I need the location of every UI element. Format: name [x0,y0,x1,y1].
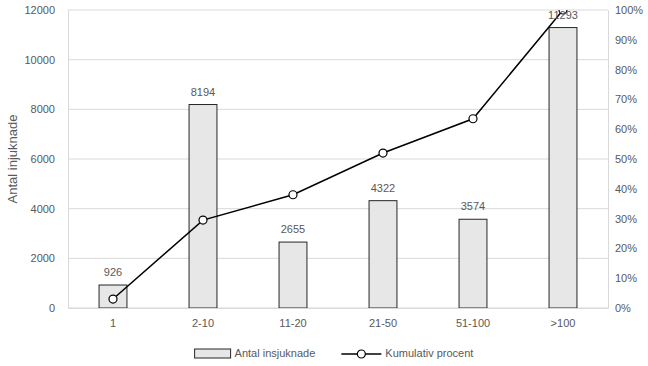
data-label: 4322 [371,182,395,194]
legend-label: Antal insjuknade [235,347,316,359]
y-axis: 0 2000 4000 6000 8000 10000 12000 [24,4,68,314]
tick-label: 2-10 [192,317,214,329]
grid-line [68,208,608,209]
y2-axis: 0% 10% 20% 30% 40% 50% 60% 70% 80% 90% 100% [608,4,643,314]
tick: 2-10 [192,308,214,329]
marker [289,191,297,199]
tick-label: 51-100 [456,317,490,329]
tick-label: 30% [615,213,637,225]
legend: Antal insjuknade Kumulativ procent [195,347,474,359]
tick: 90% [608,34,637,46]
tick-label: 4000 [31,203,55,215]
tick: 0 [49,302,68,314]
tick: 30% [608,213,637,225]
marks [99,10,577,308]
tick: >100 [551,308,576,329]
tick: 2000 [31,252,68,264]
tick: 40% [608,183,637,195]
tick-label: 70% [615,93,637,105]
tick-label: 100% [615,4,643,16]
bar [459,219,487,308]
grid-line [68,159,608,160]
data-labels: 926 8194 2655 4322 3574 11293 [104,9,578,278]
tick-label: 6000 [31,153,55,165]
tick: 6000 [31,153,68,165]
tick: 12000 [24,4,68,16]
tick: 1 [110,308,116,329]
tick: 0% [608,302,631,314]
tick-label: 8000 [31,103,55,115]
y2-axis-line [608,11,609,309]
tick-label: 50% [615,153,637,165]
tick-label: 11-20 [279,317,306,329]
marker [379,149,387,157]
tick-label: 0% [615,302,631,314]
tick: 10% [608,272,637,284]
tick: 4000 [31,203,68,215]
tick: 51-100 [456,308,490,329]
tick-label: 80% [615,64,637,76]
data-label: 2655 [281,223,305,235]
markers [109,10,567,303]
tick-label: 0 [49,302,55,314]
tick-label: 10% [615,272,637,284]
tick-label: >100 [551,317,576,329]
tick: 80% [608,64,637,76]
y-axis-line [68,11,69,309]
tick: 10000 [24,54,68,66]
legend-marker [357,350,365,358]
line [113,10,563,299]
bar [549,28,577,308]
marker [199,216,207,224]
grid-line [68,59,608,60]
legend-swatch [195,349,231,358]
bar [99,285,127,308]
marker [109,295,117,303]
tick-label: 2000 [31,252,55,264]
grid-line [68,10,608,11]
tick: 50% [608,153,637,165]
tick-label: 1 [110,317,116,329]
tick: 20% [608,242,637,254]
tick: 21-50 [369,308,397,329]
bar [189,105,217,308]
tick-label: 20% [615,242,637,254]
data-label: 3574 [461,200,485,212]
grid-line [68,308,608,309]
tick-label: 40% [615,183,637,195]
tick-label: 10000 [24,54,55,66]
bar-series [99,28,577,308]
data-label: 11293 [548,9,578,21]
data-label: 926 [104,266,122,278]
x-axis: 1 2-10 11-20 21-50 51-100 >100 [69,308,609,329]
grid [68,10,608,308]
tick: 11-20 [279,308,306,329]
plot-area: 0 2000 4000 6000 8000 10000 12000 0% 10% 20% 30% 40… [24,4,643,329]
legend-item: Kumulativ procent [341,347,473,359]
tick: 100% [608,4,643,16]
data-label: 8194 [191,86,215,98]
tick-label: 90% [615,34,637,46]
tick: 60% [608,123,637,135]
legend-item: Antal insjuknade [195,347,316,359]
chart: 0 2000 4000 6000 8000 10000 12000 0% 10% 20% 30% 40… [0,0,648,366]
x-axis-line [69,308,609,309]
tick-label: 21-50 [369,317,397,329]
marker [469,115,477,123]
tick: 8000 [31,103,68,115]
legend-label: Kumulativ procent [385,347,473,359]
bar [279,242,307,308]
tick: 70% [608,93,637,105]
y-axis-title: Antal injuknade [5,115,20,204]
tick-label: 60% [615,123,637,135]
bar [369,201,397,308]
grid-line [68,109,608,110]
grid-line [68,258,608,259]
tick-label: 12000 [24,4,55,16]
